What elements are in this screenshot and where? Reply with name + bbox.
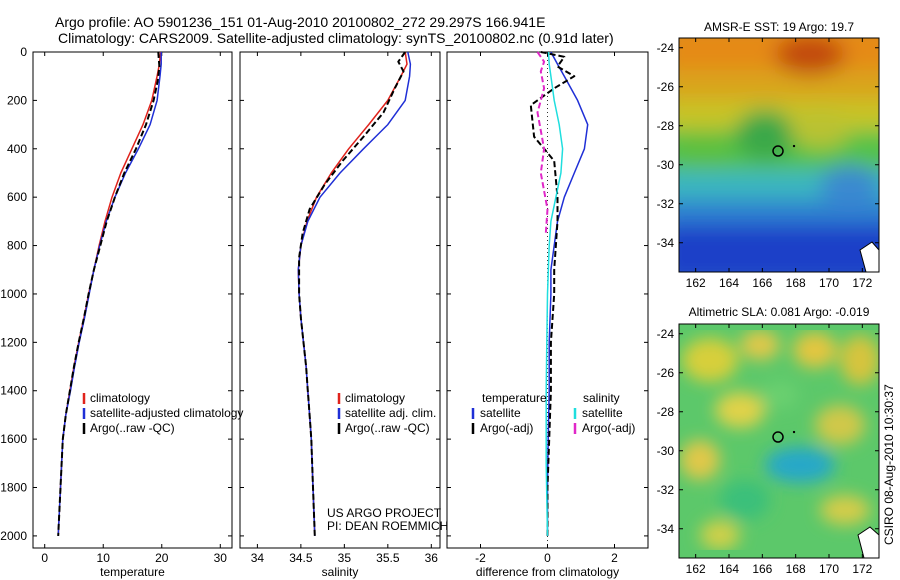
legend-label: Argo(-adj) [582, 421, 635, 435]
y-tick-label: -34 [657, 236, 675, 250]
x-tick-label: 34.5 [289, 551, 313, 565]
series-line [298, 51, 407, 536]
sst-map-axes: 162 164 166 168 170 172 -24 -26 -28 -30 -32 -34 [657, 38, 879, 290]
x-tick-label: 170 [819, 562, 839, 576]
series-line [546, 51, 589, 536]
y-tick-label: 1200 [0, 335, 27, 349]
credit-line2: PI: DEAN ROEMMICH [327, 519, 448, 533]
sla-map-axes: 162 164 166 168 170 172 -24 -26 -28 -30 -32 -34 [657, 324, 879, 576]
y-tick-label: -34 [657, 522, 675, 536]
legend-label: Argo(-adj) [480, 421, 533, 435]
x-tick-label: 35 [338, 551, 352, 565]
figure-title-line2: Climatology: CARS2009. Satellite-adjuste… [58, 30, 614, 46]
y-tick-label: 200 [7, 93, 27, 107]
x-tick-label: 20 [155, 551, 169, 565]
credit-line1: US ARGO PROJECT [327, 506, 442, 520]
sst-map [679, 38, 879, 272]
y-tick-label: -24 [657, 327, 675, 341]
y-tick-label: 600 [7, 190, 27, 204]
y-tick-label: 1000 [0, 287, 27, 301]
x-tick-label: -2 [475, 551, 486, 565]
x-tick-label: 166 [752, 276, 772, 290]
x-tick-label: 172 [852, 276, 872, 290]
temperature-legend: climatology satellite-adjusted climatolo… [82, 391, 243, 435]
legend-label: satellite [582, 406, 623, 420]
y-tick-label: -28 [657, 119, 675, 133]
x-tick-label: 35.5 [376, 551, 400, 565]
x-tick-label: 34 [251, 551, 265, 565]
figure-title-line1: Argo profile: AO 5901236_151 01-Aug-2010… [55, 14, 545, 30]
series-line [536, 51, 549, 234]
difference-legend: temperature salinity satellite Argo(-adj… [471, 391, 635, 435]
legend-label: satellite adj. clim. [345, 406, 436, 420]
x-tick-label: 170 [819, 276, 839, 290]
y-tick-label: 2000 [0, 529, 27, 543]
x-axis-label: difference from climatology [476, 565, 619, 579]
y-tick-label: -26 [657, 366, 675, 380]
x-tick-label: 168 [786, 276, 806, 290]
x-tick-label: 172 [852, 562, 872, 576]
y-tick-label: -32 [657, 483, 675, 497]
legend-label: climatology [345, 391, 405, 405]
plot-frame [32, 51, 233, 549]
argo-float-marker [772, 145, 784, 157]
legend-label: satellite-adjusted climatology [90, 406, 243, 420]
y-tick-label: -30 [657, 158, 675, 172]
y-tick-label: 1600 [0, 432, 27, 446]
y-tick-label: -30 [657, 444, 675, 458]
argo-float-track-point [792, 430, 796, 434]
legend-label: Argo(..raw -QC) [90, 421, 175, 435]
x-tick-label: 10 [97, 551, 111, 565]
sst-map-title: AMSR-E SST: 19 Argo: 19.7 [704, 20, 854, 34]
temperature-profile-panel: 0 200 400 600 800 1000 1200 1400 1600 1800 2000 0 10… [0, 45, 233, 579]
x-tick-label: 164 [719, 562, 739, 576]
y-tick-label: -32 [657, 197, 675, 211]
y-tick-label: 800 [7, 239, 27, 253]
sla-map [679, 324, 879, 558]
x-tick-label: 2 [611, 551, 618, 565]
legend-label: Argo(..raw -QC) [345, 421, 430, 435]
x-tick-label: 162 [686, 276, 706, 290]
series-line [57, 51, 161, 536]
x-tick-label: 36 [425, 551, 439, 565]
salinity-legend: climatology satellite adj. clim. Argo(..… [337, 391, 436, 435]
x-tick-label: 166 [752, 562, 772, 576]
plot-frame [239, 51, 441, 549]
argo-float-marker [772, 431, 784, 443]
y-tick-label: -24 [657, 41, 675, 55]
y-tick-label: 1800 [0, 481, 27, 495]
x-tick-label: 0 [544, 551, 551, 565]
argo-float-track-point [792, 144, 796, 148]
salinity-profile-panel: 34 34.5 35 35.5 36 salinity [239, 51, 441, 579]
legend-header-temperature: temperature [482, 391, 547, 405]
x-tick-label: 168 [786, 562, 806, 576]
legend-header-salinity: salinity [583, 391, 620, 405]
x-tick-label: 30 [214, 551, 228, 565]
series-line [529, 51, 576, 536]
sst-map-frame [678, 37, 880, 273]
y-tick-label: 1400 [0, 384, 27, 398]
x-tick-label: 162 [686, 562, 706, 576]
x-axis-label: temperature [100, 565, 165, 579]
series-line [545, 51, 564, 536]
series-line [297, 51, 412, 536]
x-axis-label: salinity [322, 565, 359, 579]
y-tick-label: -28 [657, 405, 675, 419]
y-tick-label: -26 [657, 80, 675, 94]
x-tick-label: 0 [41, 551, 48, 565]
sla-map-title: Altimetric SLA: 0.081 Argo: -0.019 [689, 305, 870, 319]
timestamp-side-text: CSIRO 08-Aug-2010 10:30:37 [882, 384, 896, 545]
x-tick-label: 164 [719, 276, 739, 290]
y-tick-label: 0 [20, 45, 27, 59]
legend-label: climatology [90, 391, 150, 405]
sla-map-frame [678, 323, 880, 559]
legend-label: satellite [480, 406, 521, 420]
y-tick-label: 400 [7, 142, 27, 156]
